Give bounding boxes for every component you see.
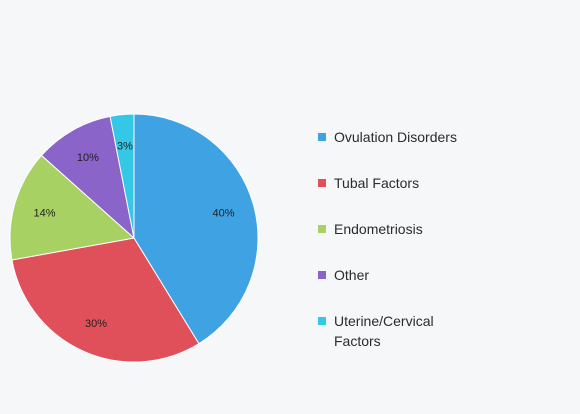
slice-data-label: 3% [117, 140, 133, 152]
legend-label: Ovulation Disorders [334, 129, 457, 145]
pie-slice [9, 154, 136, 261]
legend-swatch [318, 271, 326, 279]
legend: Ovulation Disorders Tubal Factors Endome… [318, 127, 518, 351]
legend-label: Tubal Factors [334, 175, 420, 191]
slice-data-label: 40% [212, 208, 234, 220]
slice-data-label: 10% [77, 152, 99, 164]
legend-swatch [318, 317, 326, 325]
legend-item-tubal-factors: Tubal Factors [318, 173, 518, 193]
legend-item-other: Other [318, 265, 518, 285]
legend-swatch [318, 225, 326, 233]
pie-slice [11, 237, 200, 363]
legend-item-ovulation-disorders: Ovulation Disorders [318, 127, 518, 147]
legend-item-endometriosis: Endometriosis [318, 219, 518, 239]
legend-item-uterine-cervical-factors: Uterine/Cervical Factors [318, 311, 518, 351]
slice-data-label: 14% [33, 208, 55, 220]
legend-label: Other [334, 267, 370, 283]
slice-data-label: 30% [85, 318, 107, 330]
pie-slice [133, 113, 259, 345]
legend-label: Endometriosis [334, 221, 423, 237]
legend-swatch [318, 133, 326, 141]
pie-slice [40, 115, 135, 240]
legend-swatch [318, 179, 326, 187]
legend-label: Uterine/Cervical Factors [334, 313, 434, 349]
pie-slice [109, 113, 135, 239]
